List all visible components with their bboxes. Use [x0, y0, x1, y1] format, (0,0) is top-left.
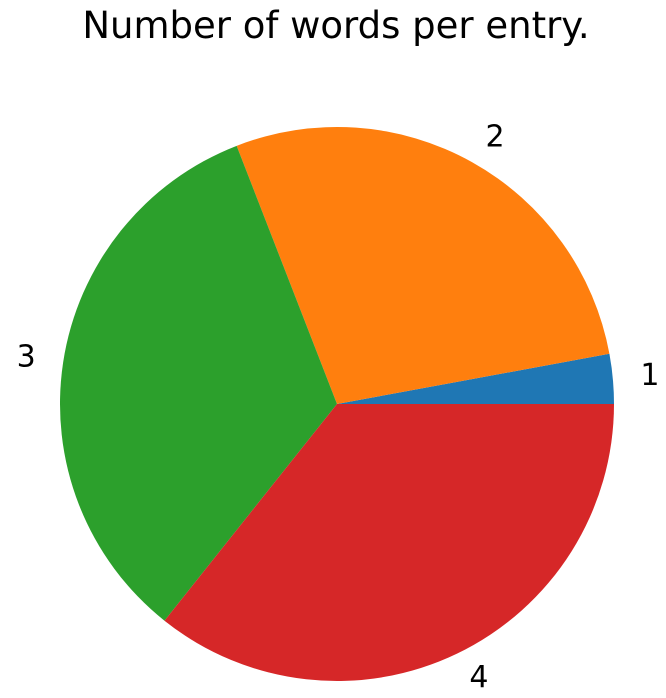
pie-label-4: 4 — [469, 660, 488, 695]
pie-label-3: 3 — [17, 340, 36, 375]
pie-slices — [59, 127, 614, 681]
pie-slice-4 — [164, 404, 614, 681]
chart-title: Number of words per entry. — [82, 4, 589, 47]
pie-label-2: 2 — [485, 119, 504, 154]
pie-label-1: 1 — [640, 358, 659, 393]
pie-slice-3 — [59, 145, 337, 621]
pie-labels: 1 2 3 4 — [17, 119, 660, 695]
pie-slice-1 — [337, 353, 614, 404]
pie-slice-2 — [236, 127, 610, 404]
